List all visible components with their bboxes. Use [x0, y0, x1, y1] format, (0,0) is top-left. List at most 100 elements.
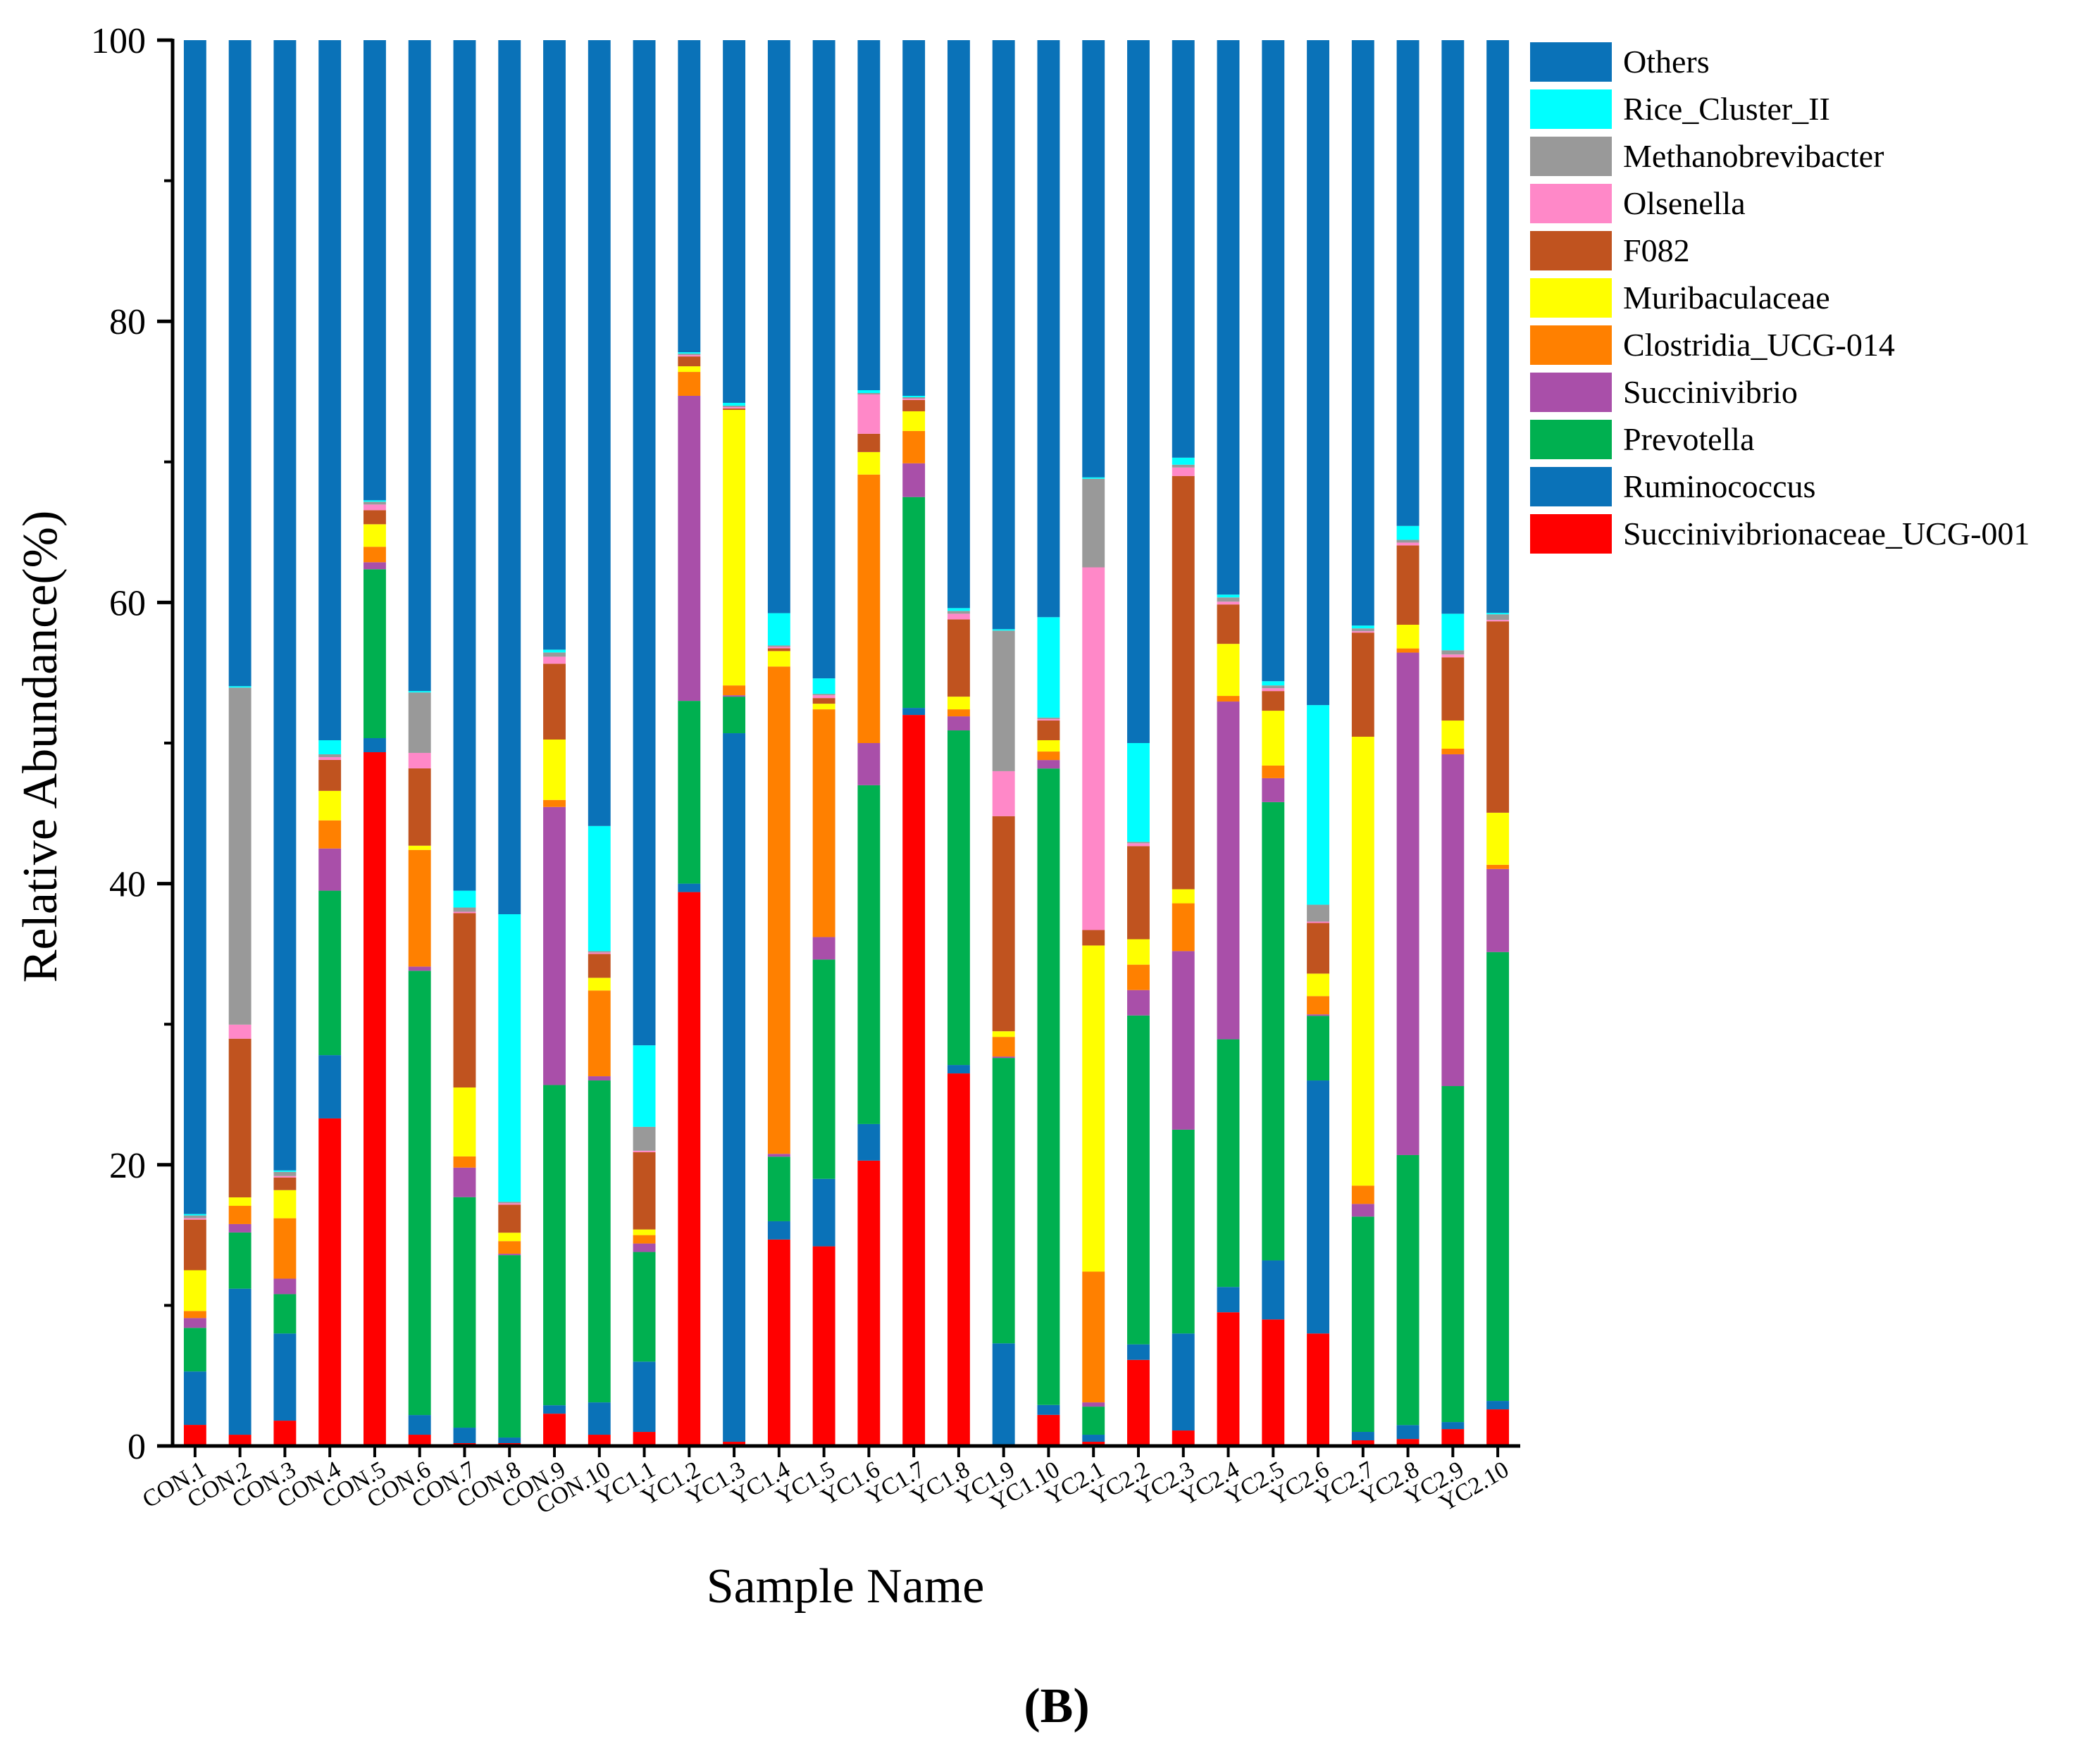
- bar-segment: [364, 500, 386, 502]
- bar-segment: [588, 1402, 611, 1435]
- bar-segment: [543, 649, 566, 653]
- bar-segment: [723, 409, 746, 686]
- bar-segment: [767, 651, 790, 667]
- bar-segment: [1082, 930, 1105, 946]
- bar-segment: [902, 395, 926, 397]
- bar-segment: [543, 1405, 566, 1414]
- bar-segment: [678, 40, 701, 353]
- bar-segment: [1396, 525, 1419, 540]
- bar-segment: [364, 562, 386, 570]
- bar-segment: [723, 1442, 746, 1446]
- bar-segment: [947, 1065, 970, 1074]
- bar-segment: [1217, 1287, 1240, 1313]
- legend-label: Succinivibrio: [1623, 374, 1798, 410]
- legend-swatch: [1530, 89, 1612, 129]
- bar-segment: [902, 411, 926, 431]
- bar-segment: [273, 1170, 297, 1172]
- y-axis-title: Relative Abundance(%): [13, 511, 68, 983]
- bar-segment: [947, 619, 970, 697]
- bar-segment: [1172, 951, 1195, 1130]
- bar-segment: [767, 648, 790, 651]
- legend-label: Ruminococcus: [1623, 468, 1815, 504]
- bar-segment: [857, 1123, 881, 1161]
- bar-segment: [857, 433, 881, 452]
- bar-segment: [1217, 40, 1240, 595]
- bar-segment: [273, 1278, 297, 1295]
- bar-segment: [1082, 1402, 1105, 1407]
- bar-segment: [1037, 740, 1060, 752]
- bar-segment: [498, 1255, 521, 1438]
- bar-segment: [228, 686, 251, 688]
- bar-segment: [1441, 1429, 1465, 1446]
- bar-segment: [408, 768, 431, 846]
- x-axis-title: Sample Name: [707, 1559, 985, 1614]
- bar-segment: [1082, 477, 1105, 479]
- bar-segment: [1262, 1260, 1285, 1320]
- bar-segment: [678, 372, 701, 396]
- bar-segment: [723, 733, 746, 1442]
- bar-segment: [453, 913, 476, 1088]
- legend-label: Prevotella: [1623, 421, 1755, 457]
- bar-segment: [633, 1252, 656, 1362]
- bar-segment: [1127, 842, 1150, 844]
- bar-segment: [273, 1171, 297, 1176]
- bar-segment: [588, 951, 611, 953]
- bar-segment: [1217, 701, 1240, 1040]
- bar-segment: [1037, 752, 1060, 761]
- bar-segment: [902, 708, 926, 716]
- bar-segment: [1307, 1080, 1329, 1334]
- legend-swatch: [1530, 325, 1612, 365]
- bar-segment: [1262, 691, 1285, 711]
- bar-segment: [1396, 542, 1419, 546]
- bar-segment: [318, 790, 342, 821]
- bar-segment: [364, 510, 386, 525]
- legend-swatch: [1530, 373, 1612, 412]
- bar-segment: [1396, 652, 1419, 1155]
- bar-segment: [767, 666, 790, 1154]
- bar-segment: [1351, 625, 1374, 629]
- bar-segment: [1127, 40, 1150, 743]
- bar-segment: [498, 40, 521, 915]
- bar-segment: [543, 663, 566, 740]
- bar-segment: [992, 1056, 1015, 1059]
- bar-segment: [1082, 478, 1105, 568]
- bar-segment: [543, 1085, 566, 1406]
- bar-segment: [588, 952, 611, 954]
- bar-segment: [902, 40, 926, 396]
- bar-segment: [1262, 711, 1285, 766]
- bar-segment: [543, 40, 566, 650]
- bar-segment: [723, 695, 746, 697]
- bar-segment: [228, 1206, 251, 1224]
- bar-segment: [812, 959, 835, 1179]
- bar-segment: [1307, 973, 1329, 997]
- bar-segment: [1217, 597, 1240, 602]
- bar-segment: [408, 40, 431, 692]
- bar-segment: [992, 816, 1015, 1032]
- bar-segment: [228, 1288, 251, 1435]
- bar-segment: [1172, 1430, 1195, 1446]
- bar-segment: [947, 40, 970, 609]
- bar-segment: [588, 1076, 611, 1081]
- bar-segment: [992, 1343, 1015, 1445]
- bar-segment: [633, 1126, 656, 1151]
- axes-group: [157, 38, 1520, 1457]
- bar-segment: [1127, 846, 1150, 940]
- bar-segment: [228, 1024, 251, 1039]
- bar-segment: [1351, 1440, 1374, 1446]
- bar-segment: [1127, 939, 1150, 965]
- bar-segment: [1037, 717, 1060, 719]
- bar-segment: [633, 1361, 656, 1433]
- bar-segment: [992, 1058, 1015, 1344]
- y-tick-label: 60: [109, 583, 146, 623]
- bar-segment: [857, 451, 881, 475]
- bar-segment: [543, 799, 566, 807]
- bar-segment: [183, 40, 206, 1214]
- bar-segment: [364, 524, 386, 547]
- bar-segment: [633, 1229, 656, 1235]
- bar-segment: [408, 691, 431, 693]
- bar-segment: [498, 1203, 521, 1205]
- bar-segment: [1307, 921, 1329, 923]
- bar-segment: [183, 1214, 206, 1216]
- bar-segment: [902, 397, 926, 399]
- bar-segment: [364, 40, 386, 501]
